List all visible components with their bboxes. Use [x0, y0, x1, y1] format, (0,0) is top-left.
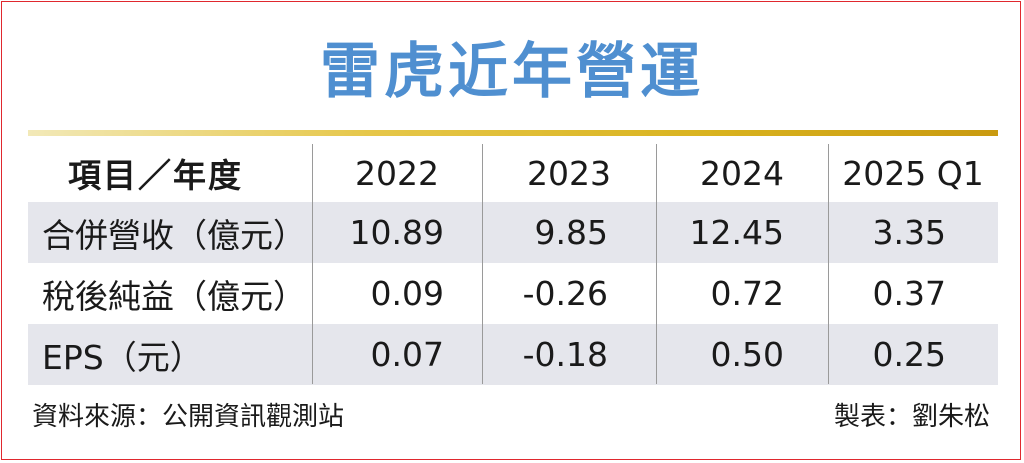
data-table: 項目／年度 2022 2023 2024 2025 Q1 合併營收（億元） 10…: [28, 144, 998, 385]
source-note: 資料來源：公開資訊觀測站: [32, 402, 345, 432]
row-label: 合併營收（億元）: [42, 215, 306, 255]
table-cell: -0.26: [522, 274, 608, 313]
header-cell-2022: 2022: [355, 153, 439, 193]
table-cell: 12.45: [689, 213, 784, 252]
table-cell: 10.89: [349, 213, 444, 252]
table-row-eps: EPS（元） 0.07 -0.18 0.50 0.25: [28, 324, 998, 385]
header-cell-2024: 2024: [700, 153, 784, 193]
row-label: EPS（元）: [42, 337, 203, 377]
table-cell: -0.18: [522, 335, 608, 374]
header-cell-2025q1: 2025 Q1: [842, 153, 984, 193]
page-title: 雷虎近年營運: [320, 37, 704, 107]
row-label: 稅後純益（億元）: [42, 276, 306, 316]
header-cell-item: 項目／年度: [68, 156, 243, 195]
author-note: 製表：劉朱松: [833, 402, 990, 432]
table-cell: 0.72: [710, 274, 784, 313]
table-cell: 0.07: [370, 335, 444, 374]
header-cell-2023: 2023: [527, 153, 611, 193]
table-row-revenue: 合併營收（億元） 10.89 9.85 12.45 3.35: [28, 202, 998, 263]
column-divider: [656, 144, 657, 384]
table-cell: 0.25: [872, 335, 946, 374]
table-cell: 0.37: [872, 274, 946, 313]
table-cell: 0.09: [370, 274, 444, 313]
table-header-row: 項目／年度 2022 2023 2024 2025 Q1: [28, 144, 998, 202]
column-divider: [482, 144, 483, 384]
table-cell: 9.85: [534, 213, 608, 252]
table-row-net-income: 稅後純益（億元） 0.09 -0.26 0.72 0.37: [28, 263, 998, 324]
title-divider: [28, 130, 998, 136]
table-cell: 0.50: [710, 335, 784, 374]
column-divider: [312, 144, 313, 384]
column-divider: [828, 144, 829, 384]
table-cell: 3.35: [872, 213, 946, 252]
